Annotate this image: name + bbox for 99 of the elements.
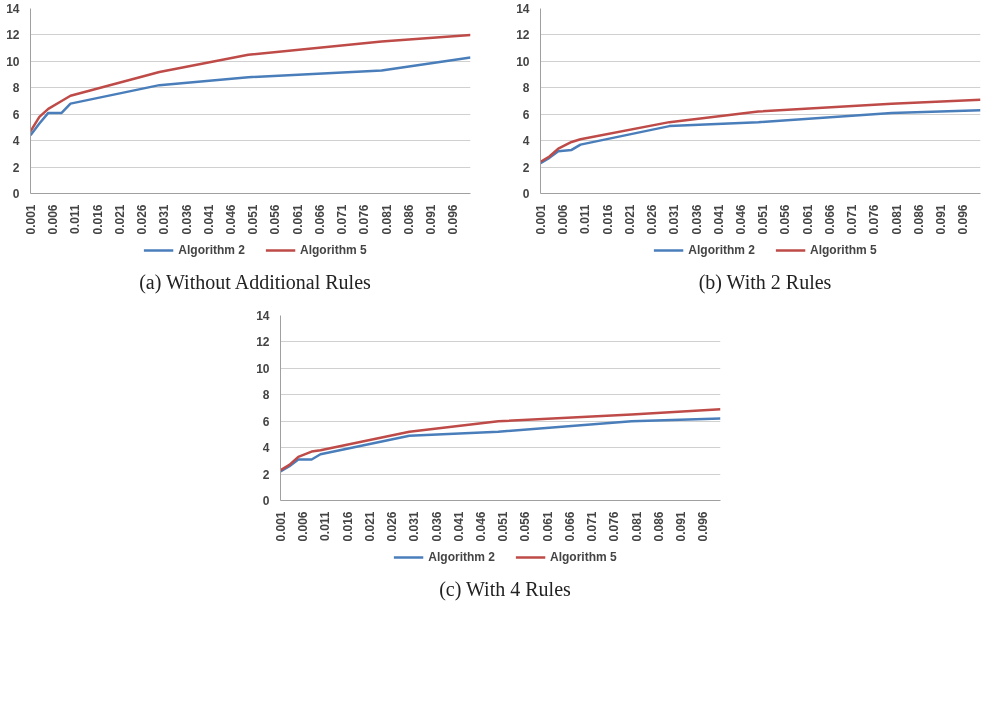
x-tick-label: 0.076 [357, 204, 372, 235]
x-tick-label: 0.001 [534, 204, 548, 235]
y-tick-label: 0 [12, 187, 20, 201]
x-tick-label: 0.096 [956, 204, 971, 235]
x-tick-label: 0.076 [867, 204, 882, 235]
y-tick-label: 4 [262, 441, 270, 456]
y-tick-label: 12 [516, 28, 530, 43]
x-tick-label: 0.056 [518, 511, 533, 542]
x-tick-label: 0.086 [401, 204, 416, 235]
y-tick-label: 4 [12, 134, 20, 149]
x-tick-label: 0.081 [379, 204, 394, 235]
x-tick-label: 0.096 [446, 204, 461, 235]
y-tick-label: 14 [6, 2, 20, 16]
x-tick-label: 0.091 [674, 511, 688, 542]
x-tick-label: 0.031 [157, 204, 172, 235]
y-tick-label: 6 [12, 107, 20, 122]
x-tick-label: 0.071 [585, 511, 600, 542]
x-tick-label: 0.046 [474, 511, 488, 542]
x-tick-label: 0.086 [911, 204, 926, 235]
x-tick-label: 0.021 [362, 511, 377, 542]
text: (c) With 4 Rules [439, 577, 571, 603]
x-tick-label: 0.026 [385, 511, 400, 542]
x-tick-label: 0.006 [556, 204, 571, 235]
y-tick-label: 10 [6, 54, 20, 69]
x-tick-label: 0.001 [24, 204, 38, 235]
x-tick-label: 0.041 [711, 204, 726, 235]
y-tick-label: 10 [256, 361, 270, 376]
y-tick-label: 12 [6, 28, 20, 43]
y-tick-label: 14 [256, 309, 270, 323]
legend-label: Algorithm 5 [810, 243, 877, 257]
line-series [280, 417, 721, 473]
x-tick-label: 0.016 [90, 204, 105, 235]
x-tick-label: 0.061 [290, 204, 305, 235]
text: (b) With 2 Rules [698, 270, 832, 296]
x-tick-label: 0.006 [46, 204, 61, 235]
x-tick-label: 0.091 [934, 204, 948, 235]
x-tick-label: 0.016 [340, 511, 355, 542]
x-tick-label: 0.096 [696, 511, 711, 542]
x-tick-label: 0.041 [201, 204, 216, 235]
x-tick-label: 0.071 [335, 204, 350, 235]
y-tick-label: 0 [522, 187, 530, 201]
y-tick-label: 6 [522, 107, 530, 122]
x-tick-label: 0.021 [112, 204, 127, 235]
legend-label: Algorithm 2 [688, 243, 755, 257]
x-tick-label: 0.046 [224, 204, 238, 235]
x-tick-label: 0.001 [274, 511, 288, 542]
legend-label: Algorithm 5 [550, 550, 617, 564]
x-tick-label: 0.081 [889, 204, 904, 235]
x-tick-label: 0.091 [424, 204, 438, 235]
x-tick-label: 0.011 [68, 204, 83, 234]
y-tick-label: 6 [262, 414, 270, 429]
x-tick-label: 0.051 [246, 204, 261, 235]
y-tick-label: 2 [522, 160, 530, 175]
line-series [30, 33, 471, 133]
x-tick-label: 0.041 [451, 511, 466, 542]
line-series [30, 56, 471, 137]
x-tick-label: 0.036 [179, 204, 194, 235]
y-tick-label: 8 [12, 81, 20, 96]
y-tick-label: 4 [522, 134, 530, 149]
x-tick-label: 0.066 [562, 511, 577, 542]
x-tick-label: 0.056 [778, 204, 793, 235]
line-series [540, 98, 981, 164]
x-tick-label: 0.011 [318, 511, 333, 541]
x-tick-label: 0.081 [629, 511, 644, 542]
x-tick-label: 0.031 [667, 204, 682, 235]
x-tick-label: 0.071 [845, 204, 860, 235]
y-tick-label: 0 [262, 494, 270, 508]
x-tick-label: 0.086 [651, 511, 666, 542]
x-tick-label: 0.016 [600, 204, 615, 235]
y-tick-label: 2 [12, 160, 20, 175]
x-tick-label: 0.021 [622, 204, 637, 235]
x-tick-label: 0.061 [540, 511, 555, 542]
text: (a) Without Additional Rules [139, 270, 371, 296]
y-tick-label: 14 [516, 2, 530, 16]
x-tick-label: 0.036 [689, 204, 704, 235]
x-tick-label: 0.026 [135, 204, 150, 235]
legend-label: Algorithm 2 [428, 550, 495, 564]
x-tick-label: 0.006 [296, 511, 311, 542]
legend-label: Algorithm 5 [300, 243, 367, 257]
line-series [280, 408, 721, 472]
legend-label: Algorithm 2 [178, 243, 245, 257]
x-tick-label: 0.046 [734, 204, 748, 235]
y-tick-label: 10 [516, 54, 530, 69]
y-tick-label: 8 [262, 388, 270, 403]
x-tick-label: 0.051 [496, 511, 511, 542]
x-tick-label: 0.011 [578, 204, 593, 234]
y-tick-label: 8 [522, 81, 530, 96]
line-series [540, 109, 981, 165]
x-tick-label: 0.076 [607, 511, 622, 542]
y-tick-label: 2 [262, 467, 270, 482]
x-tick-label: 0.056 [268, 204, 283, 235]
y-tick-label: 12 [256, 335, 270, 350]
x-tick-label: 0.066 [312, 204, 327, 235]
x-tick-label: 0.026 [645, 204, 660, 235]
x-tick-label: 0.031 [407, 511, 422, 542]
x-tick-label: 0.066 [822, 204, 837, 235]
x-tick-label: 0.061 [800, 204, 815, 235]
x-tick-label: 0.051 [756, 204, 771, 235]
x-tick-label: 0.036 [429, 511, 444, 542]
